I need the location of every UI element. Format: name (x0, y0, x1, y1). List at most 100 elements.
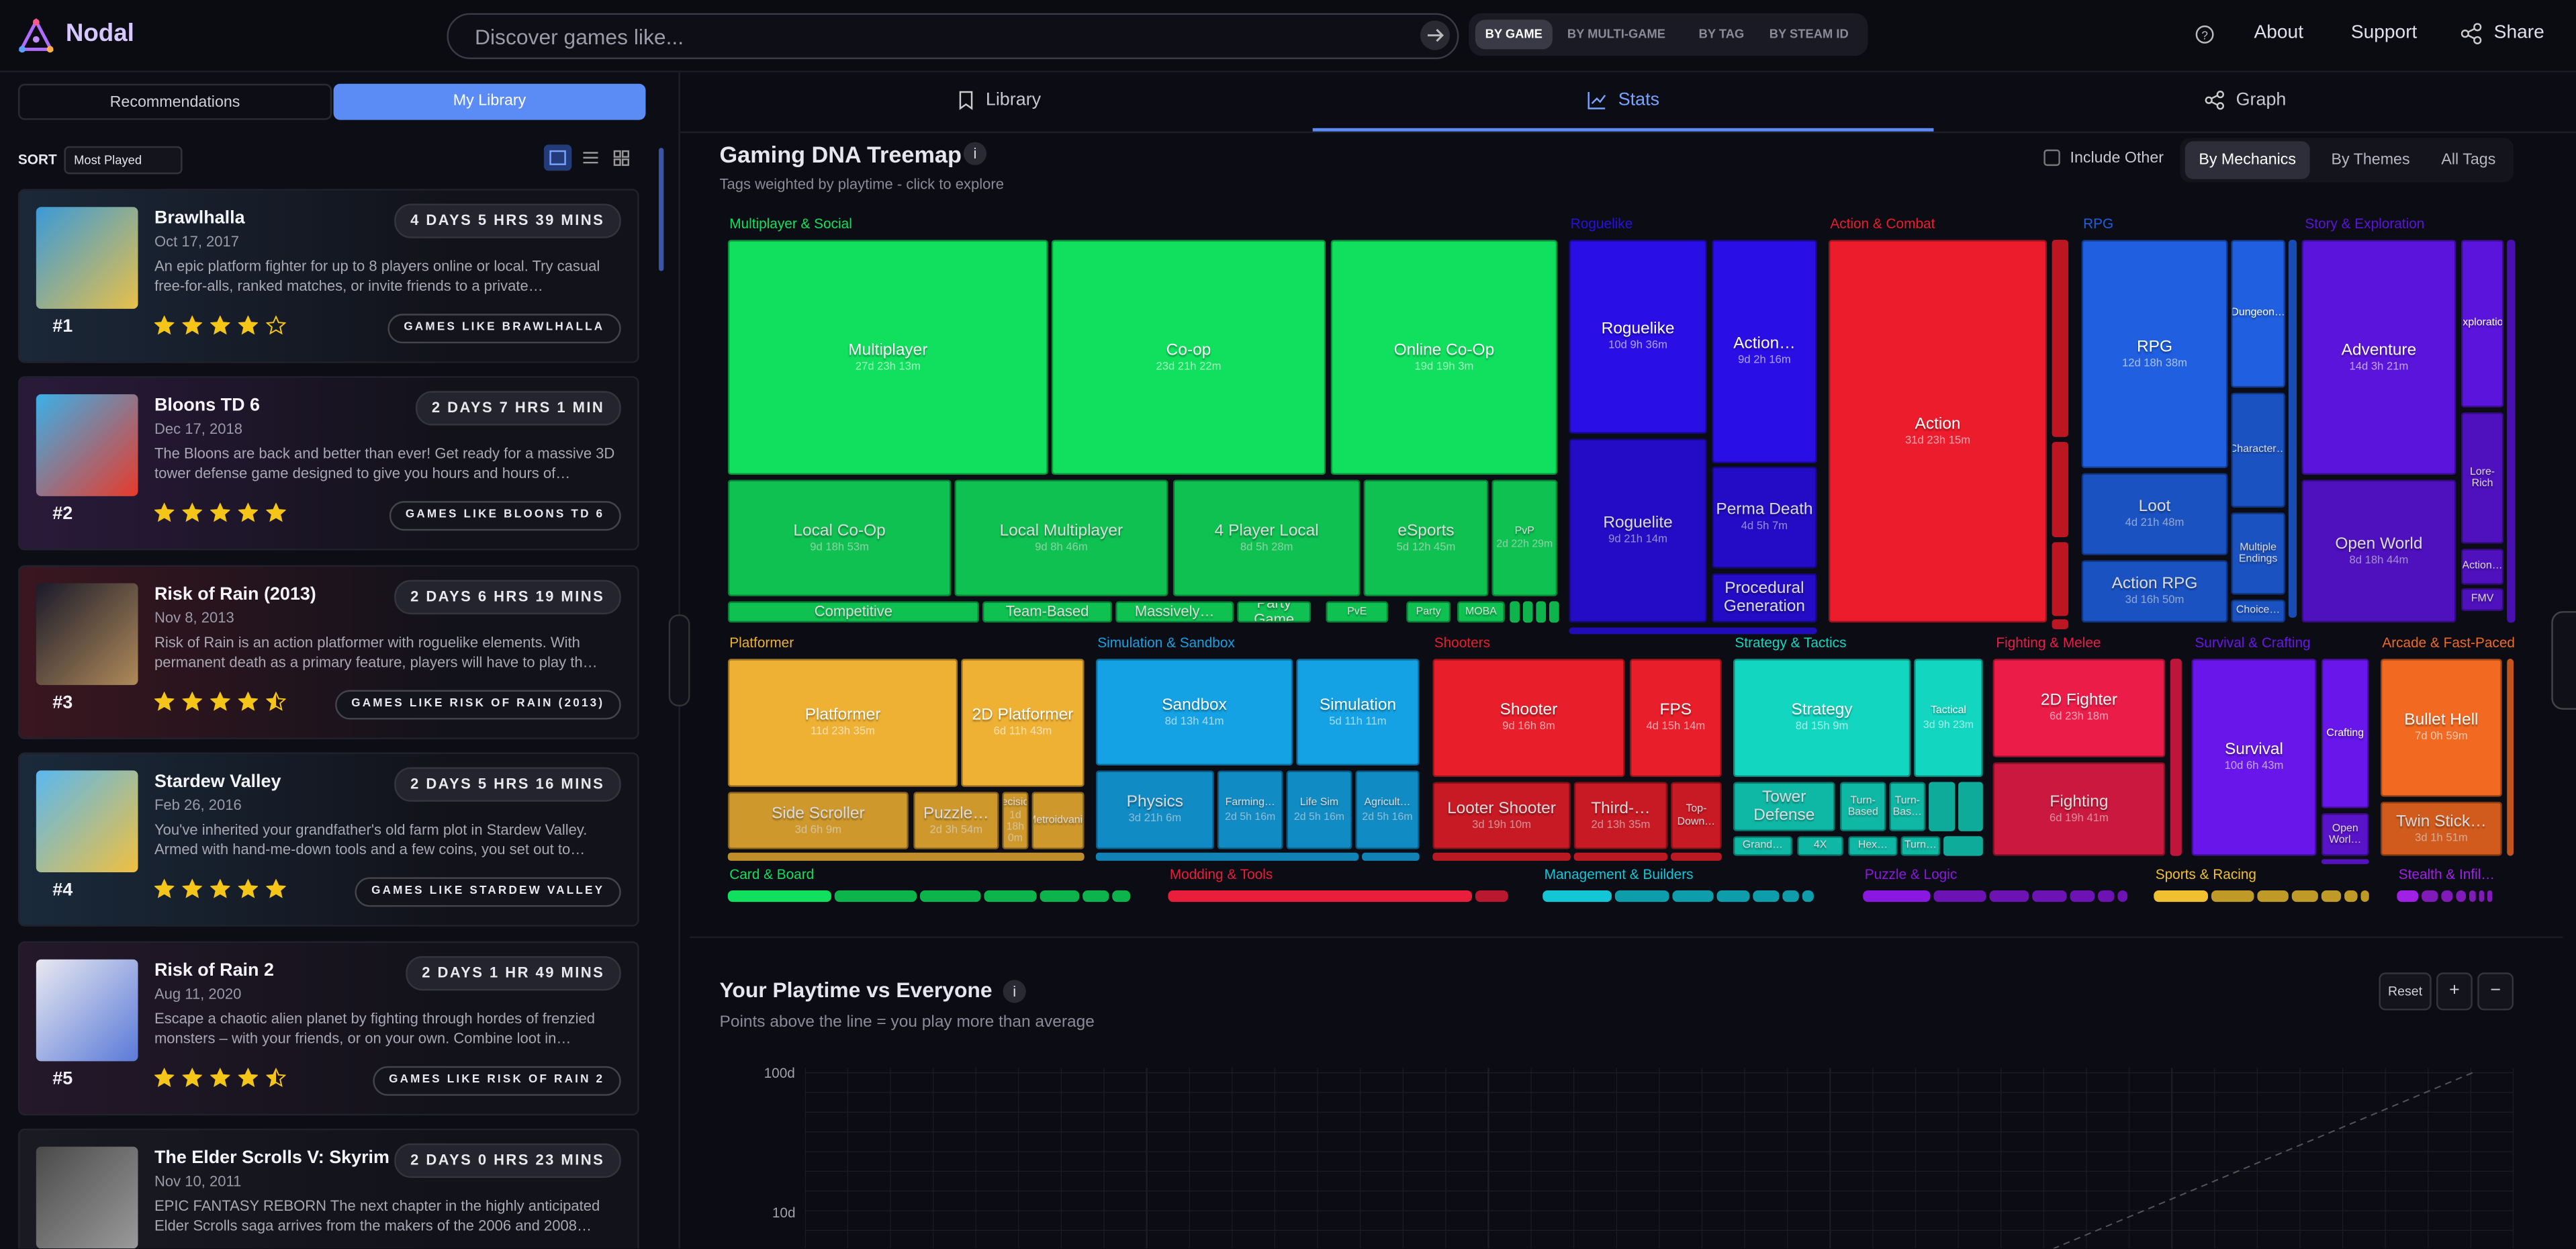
minor-cell[interactable] (2360, 890, 2369, 903)
treemap-cell[interactable]: 2D Platformer 6d 11h 43m (961, 659, 1085, 787)
treemap-cell[interactable]: Twin Stick… 3d 1h 51m (2380, 801, 2502, 856)
group-label[interactable]: Simulation & Sandbox (1097, 634, 1235, 651)
cell-sliver[interactable] (1929, 782, 1956, 831)
minor-cell[interactable] (1543, 890, 1612, 903)
sidebar-tab[interactable]: Recommendations (17, 83, 332, 120)
cell-sliver[interactable] (1362, 852, 1420, 861)
minor-cell[interactable] (1475, 890, 1508, 903)
minor-cell[interactable] (1040, 890, 1079, 903)
treemap-cell[interactable]: Open Worl… (2321, 813, 2369, 856)
group-label[interactable]: Puzzle & Logic (1864, 866, 1958, 882)
treemap-cell[interactable]: Precisio…1d 18h 0m (1002, 792, 1029, 849)
group-label[interactable]: Fighting & Melee (1996, 634, 2101, 651)
treemap-cell[interactable]: Perma Death 4d 5h 7m (1712, 466, 1817, 569)
minor-cell[interactable] (2097, 890, 2115, 903)
minor-cell[interactable] (2469, 890, 2476, 903)
minor-cell[interactable] (1753, 890, 1780, 903)
minor-cell[interactable] (2344, 890, 2358, 903)
game-card[interactable]: Risk of Rain 2 Aug 11, 2020 2 DAYS 1 HR 49… (17, 940, 639, 1115)
minor-cell[interactable] (2456, 890, 2466, 903)
main-tab[interactable]: Library (985, 90, 1042, 110)
minor-cell[interactable] (2069, 890, 2095, 903)
cell-sliver[interactable] (2052, 619, 2069, 629)
cell-sliver[interactable] (2052, 542, 2069, 616)
cell-sliver[interactable] (1432, 852, 1571, 861)
treemap-cell[interactable]: Exploration (2460, 240, 2504, 408)
treemap-cell[interactable]: Simulation 5d 11h 11m (1296, 659, 1420, 766)
minor-cell[interactable] (1672, 890, 1713, 903)
info-icon[interactable]: i (1002, 979, 1027, 1004)
minor-cell[interactable] (2257, 890, 2289, 903)
treemap-cell[interactable]: Procedural Generation (1712, 573, 1817, 623)
cell-sliver[interactable] (1510, 601, 1520, 623)
treemap-cell[interactable]: Action 31d 23h 15m (1828, 240, 2048, 623)
group-label[interactable]: Multiplayer & Social (729, 215, 852, 232)
treemap-cell[interactable]: Strategy 8d 15h 9m (1733, 659, 1911, 778)
treemap-cell[interactable]: Turn-Based (1840, 782, 1886, 831)
group-label[interactable]: Sports & Racing (2155, 866, 2256, 882)
treemap-cell[interactable]: PvE (1326, 601, 1389, 623)
minor-cell[interactable] (1782, 890, 1800, 903)
game-card[interactable]: Brawlhalla Oct 17, 2017 4 DAYS 5 HRS 39 MI… (17, 189, 639, 363)
treemap-cell[interactable]: Agricult… 2d 5h 16m (1355, 770, 1420, 849)
treemap-cell[interactable]: Team-Based (982, 601, 1113, 623)
treemap-cell[interactable]: Roguelite 9d 21h 14m (1569, 438, 1707, 623)
minor-cell[interactable] (727, 890, 831, 903)
search-mode[interactable]: BY MULTI-GAME (1567, 26, 1665, 42)
help-icon[interactable]: ? (2195, 25, 2214, 44)
include-other-checkbox[interactable] (2043, 149, 2060, 167)
minor-cell[interactable] (2479, 890, 2484, 903)
minor-cell[interactable] (834, 890, 917, 903)
treemap-cell[interactable]: Co-op 23d 21h 22m (1051, 240, 1326, 475)
include-other-label[interactable]: Include Other (2070, 149, 2164, 168)
minor-cell[interactable] (1082, 890, 1109, 903)
treemap-cell[interactable]: Competitive (727, 601, 980, 623)
minor-cell[interactable] (2321, 890, 2342, 903)
treemap-cell[interactable]: Local Co-Op 9d 18h 53m (727, 479, 952, 597)
treemap-cell[interactable]: Roguelike 10d 9h 36m (1569, 240, 1707, 434)
minor-cell[interactable] (1168, 890, 1473, 903)
game-card[interactable]: The Elder Scrolls V: Skyrim Nov 10, 2011 2… (17, 1128, 639, 1249)
game-card[interactable]: Risk of Rain (2013) Nov 8, 2013 2 DAYS 6 H… (17, 565, 639, 739)
minor-cell[interactable] (1112, 890, 1131, 903)
treemap-cell[interactable]: Third-… 2d 13h 35m (1573, 782, 1668, 849)
cell-sliver[interactable] (1943, 836, 1983, 856)
group-label[interactable]: Survival & Crafting (2195, 634, 2311, 651)
treemap-cell[interactable]: eSports 5d 12h 45m (1363, 479, 1489, 597)
logo[interactable]: Nodal (65, 19, 134, 48)
treemap-cell[interactable]: Survival 10d 6h 43m (2191, 659, 2317, 856)
cell-sliver[interactable] (2288, 240, 2297, 618)
search-mode-active[interactable]: BY GAME (1475, 19, 1553, 50)
treemap-cell[interactable]: Physics 3d 21h 6m (1095, 770, 1214, 849)
treemap-cell[interactable]: Open World 8d 18h 44m (2301, 479, 2456, 623)
treemap-cell[interactable]: Lore-Rich (2460, 412, 2504, 544)
zoom-out-button[interactable]: − (2477, 972, 2514, 1011)
cell-sliver[interactable] (727, 852, 1085, 861)
main-tab[interactable]: Graph (2236, 90, 2287, 110)
group-label[interactable]: Stealth & Infil… (2398, 866, 2495, 882)
cell-sliver[interactable] (1095, 852, 1359, 861)
minor-cell[interactable] (2291, 890, 2319, 903)
minor-cell[interactable] (2397, 890, 2419, 903)
treemap-cell[interactable]: Bullet Hell 7d 0h 59m (2380, 659, 2502, 797)
treemap-cell[interactable]: RPG 12d 18h 38m (2081, 240, 2228, 469)
scrollbar[interactable] (659, 148, 664, 271)
treemap-cell[interactable]: Hex… (1848, 836, 1898, 856)
cell-sliver[interactable] (2170, 659, 2182, 856)
search-box[interactable]: Discover games like... (447, 13, 1459, 60)
treemap-cell[interactable]: Online Co-Op 19d 19h 3m (1330, 240, 1558, 475)
games-like-button[interactable]: GAMES LIKE BLOONS TD 6 (389, 502, 621, 532)
group-label[interactable]: Action & Combat (1830, 215, 1935, 232)
nav-link[interactable]: About (2254, 23, 2304, 43)
minor-cell[interactable] (1863, 890, 1931, 903)
info-icon[interactable]: i (963, 141, 988, 166)
treemap-cell[interactable]: 2D Fighter 6d 23h 18m (1992, 659, 2166, 757)
minor-cell[interactable] (984, 890, 1037, 903)
minor-cell[interactable] (1990, 890, 2029, 903)
group-label[interactable]: Strategy & Tactics (1735, 634, 1847, 651)
minor-cell[interactable] (920, 890, 981, 903)
cell-sliver[interactable] (1569, 627, 1817, 635)
cell-sliver[interactable] (2052, 442, 2069, 537)
treemap-cell[interactable]: MOBA (1457, 601, 1505, 623)
group-label[interactable]: Story & Exploration (2305, 215, 2425, 232)
